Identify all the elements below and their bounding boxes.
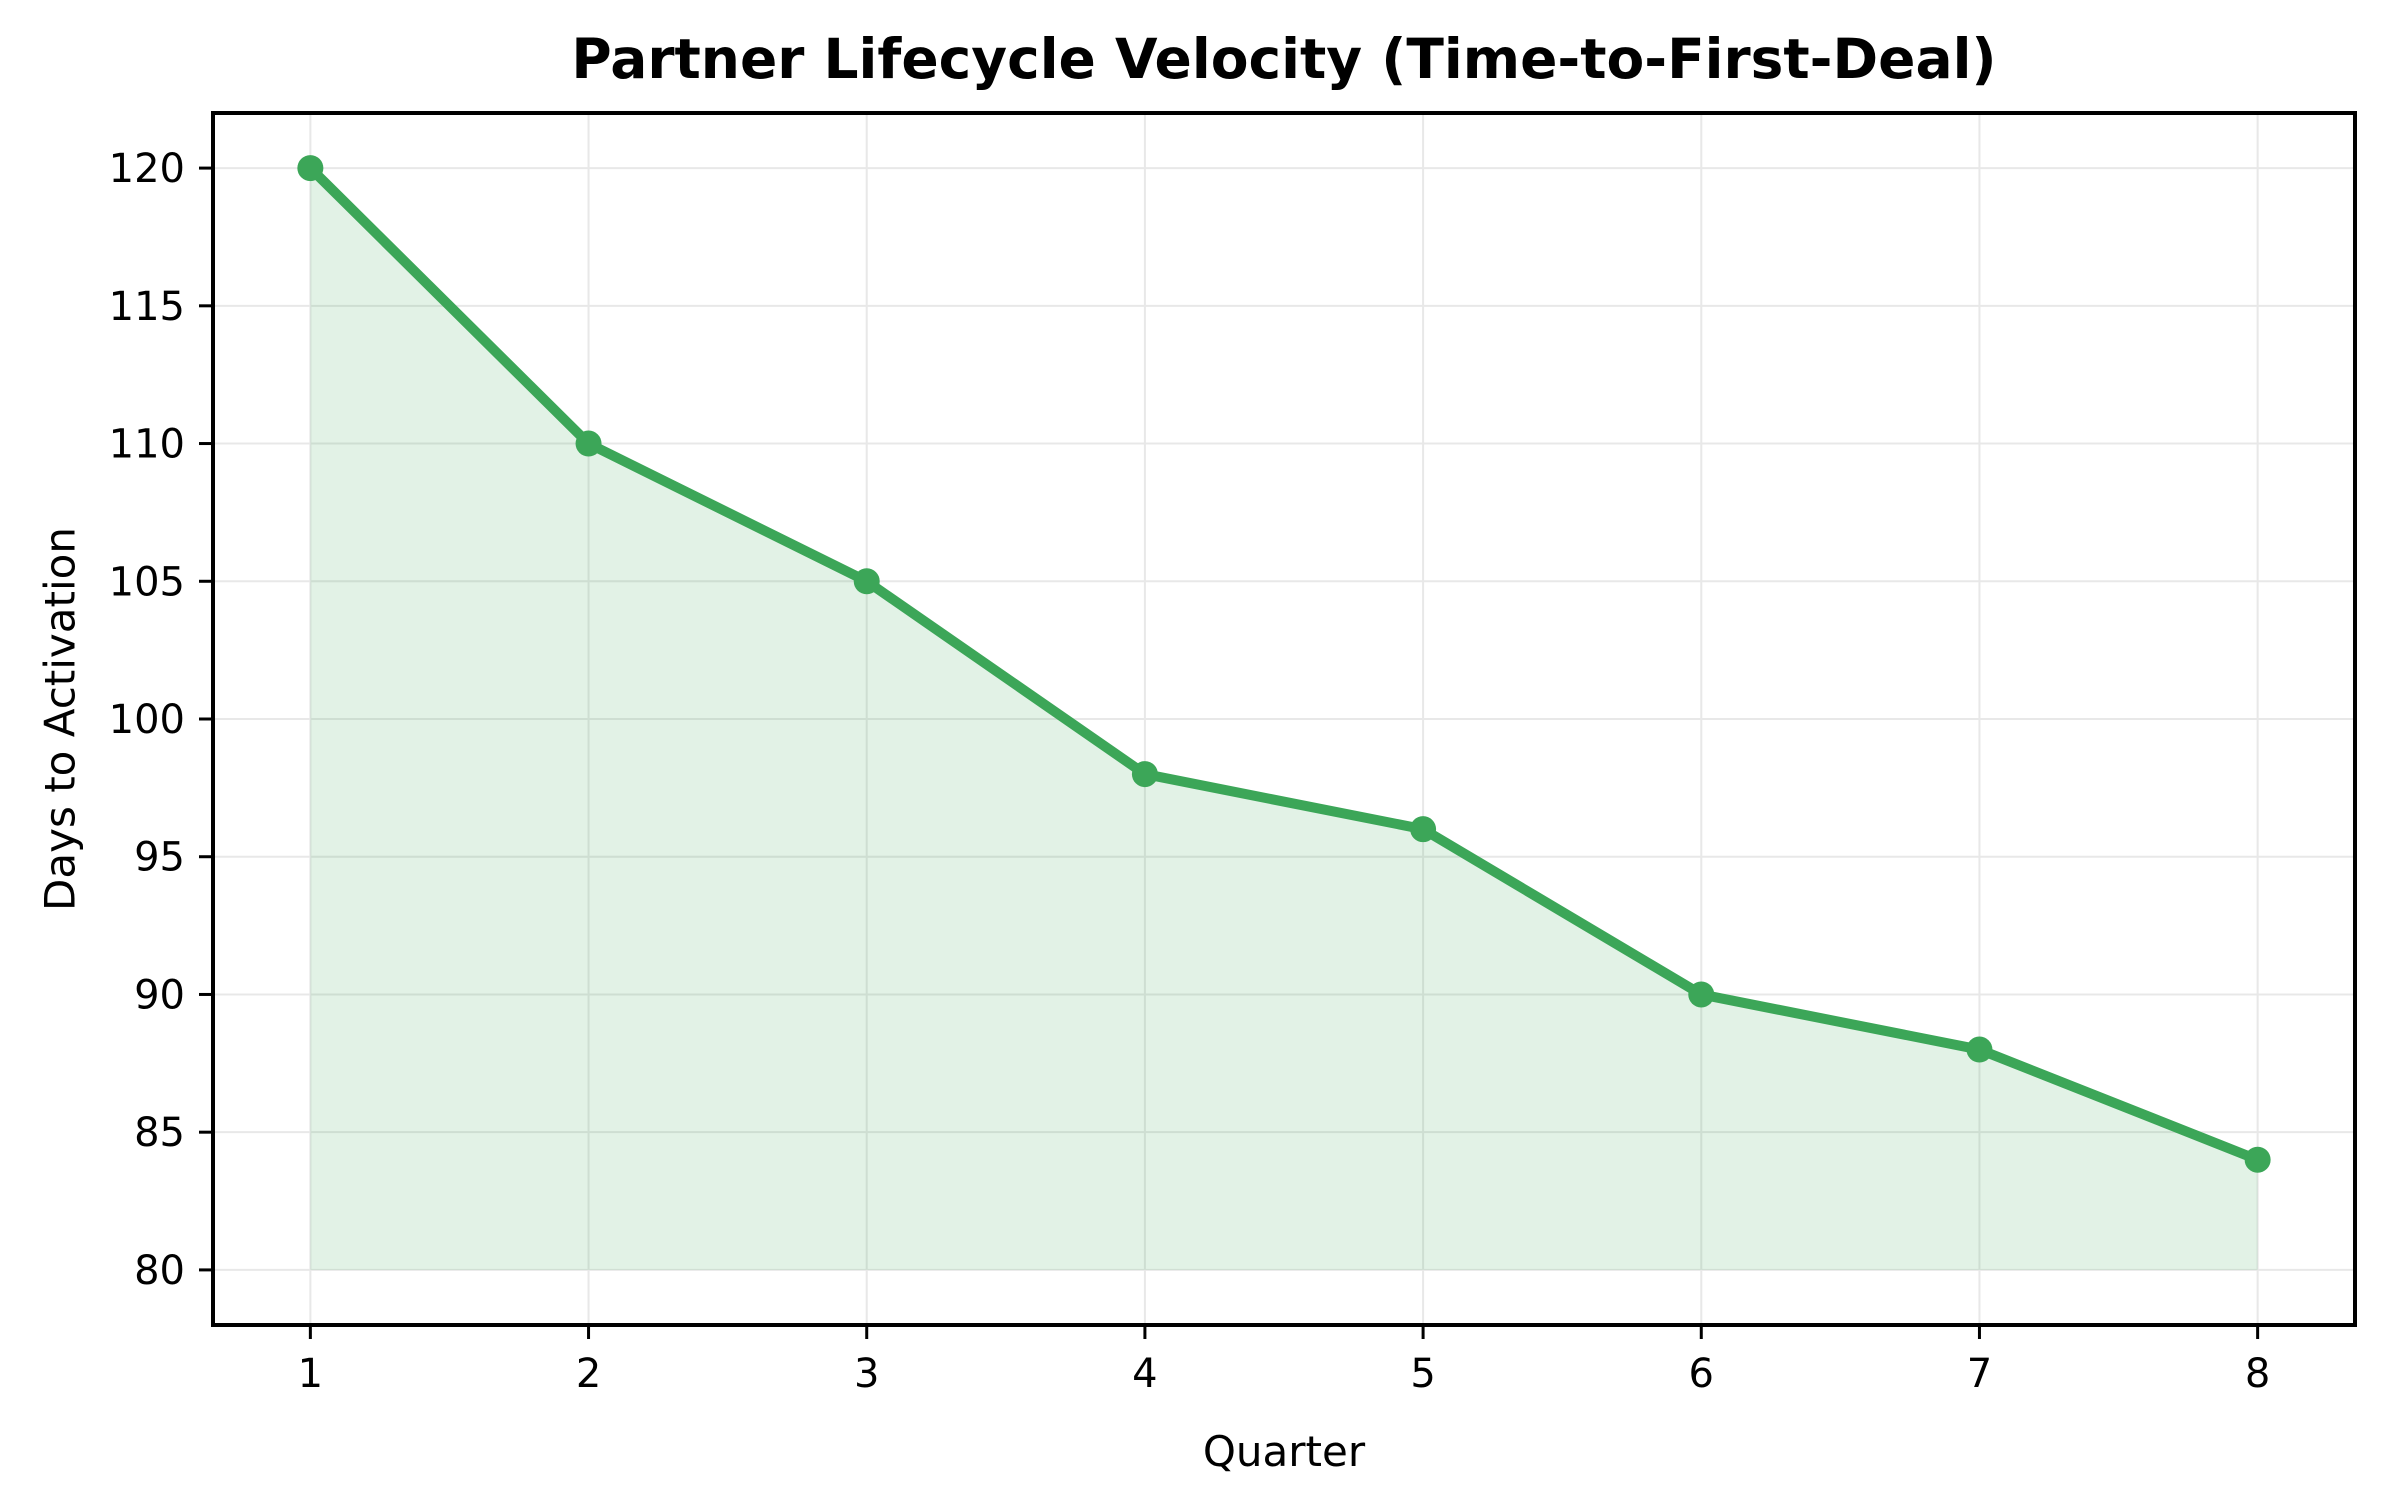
chart-title: Partner Lifecycle Velocity (Time-to-Firs… <box>571 27 1996 91</box>
data-point-marker <box>1410 816 1437 843</box>
y-axis-label: Days to Activation <box>36 527 85 911</box>
x-tick-label: 6 <box>1689 1351 1714 1397</box>
axis-ticks <box>199 166 2260 1339</box>
data-point-marker <box>1131 761 1158 788</box>
series-line <box>305 163 2263 1165</box>
y-tick-label: 95 <box>134 835 185 881</box>
y-tick-label: 115 <box>109 284 185 330</box>
x-tick-label: 4 <box>1132 1351 1157 1397</box>
gridlines <box>213 113 2355 1325</box>
data-point-marker <box>2244 1146 2271 1173</box>
y-tick-label: 90 <box>134 972 185 1018</box>
y-tick-labels: 80 85 90 95 100 105 110 115 120 <box>109 146 185 1294</box>
data-point-marker <box>1966 1036 1993 1063</box>
data-point-marker <box>297 155 324 182</box>
data-markers <box>297 155 2271 1173</box>
data-line <box>305 163 2263 1165</box>
data-point-marker <box>575 430 602 457</box>
y-tick-label: 105 <box>109 559 185 605</box>
x-tick-label: 3 <box>854 1351 879 1397</box>
series-area <box>310 168 2258 1270</box>
y-tick-label: 85 <box>134 1110 185 1156</box>
y-tick-label: 80 <box>134 1248 185 1294</box>
x-tick-label: 8 <box>2245 1351 2270 1397</box>
x-axis-label: Quarter <box>1203 1427 1366 1476</box>
x-tick-labels: 1 2 3 4 5 6 7 8 <box>298 1351 2271 1397</box>
x-tick-label: 7 <box>1967 1351 1992 1397</box>
data-point-marker <box>1688 981 1715 1008</box>
y-tick-label: 110 <box>109 422 185 468</box>
y-tick-label: 120 <box>109 146 185 192</box>
x-tick-label: 1 <box>298 1351 323 1397</box>
x-tick-label: 2 <box>576 1351 601 1397</box>
y-tick-label: 100 <box>109 697 185 743</box>
data-point-marker <box>853 568 880 595</box>
area-fill <box>310 168 2258 1270</box>
x-tick-label: 5 <box>1410 1351 1435 1397</box>
